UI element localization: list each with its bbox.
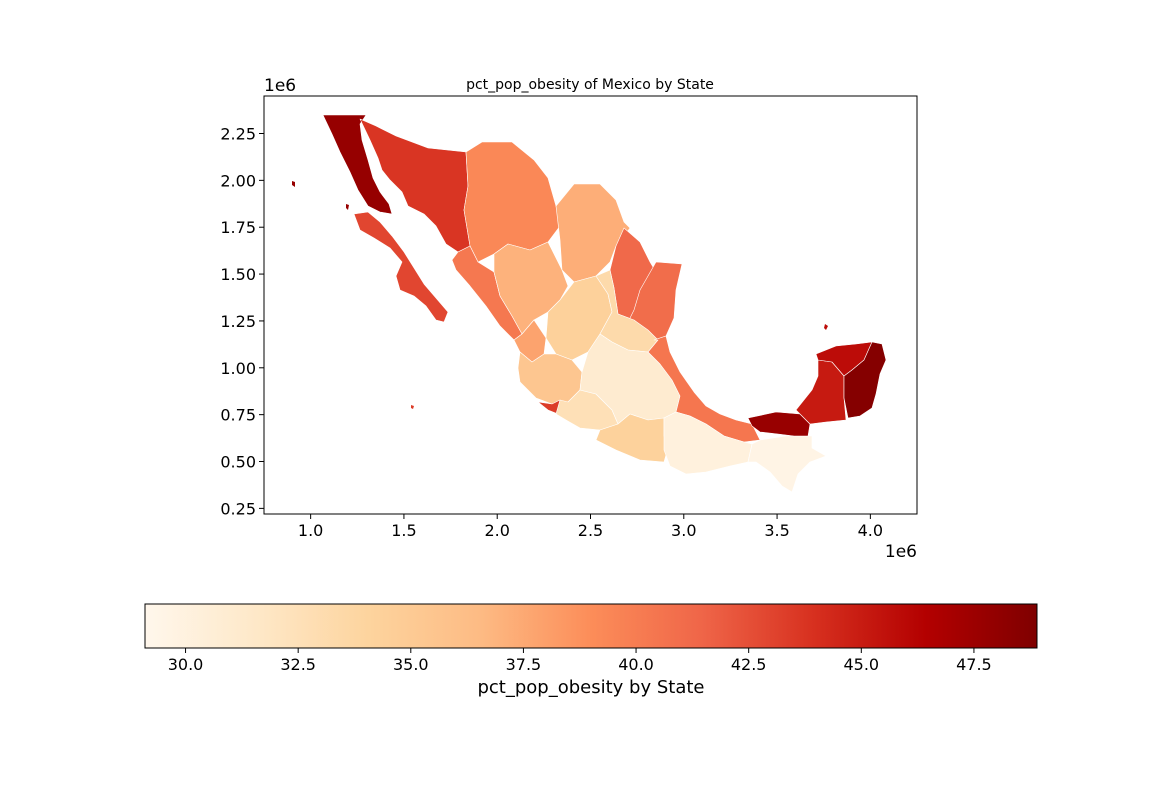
island-0 <box>292 181 295 187</box>
y-tick-label: 0.75 <box>220 406 256 425</box>
colorbar-tick-label: 37.5 <box>506 655 542 674</box>
y-tick-label: 2.25 <box>220 124 256 143</box>
colorbar-ticks: 30.0 32.5 35.0 37.5 40.0 42.5 45.0 47.5 <box>168 648 992 674</box>
colorbar-tick-label: 40.0 <box>618 655 654 674</box>
y-tick-label: 1.25 <box>220 312 256 331</box>
x-tick-label: 3.0 <box>671 521 696 540</box>
region-chiapas <box>747 435 827 493</box>
map-title: pct_pop_obesity of Mexico by State <box>466 77 714 93</box>
colorbar-tick-label: 47.5 <box>956 655 992 674</box>
region-baja-california <box>322 114 393 215</box>
y-axis: 0.25 0.50 0.75 1.00 1.25 1.50 1.75 2.00 2.25 <box>220 124 264 518</box>
island-1 <box>346 204 349 210</box>
x-tick-label: 2.0 <box>484 521 509 540</box>
y-tick-label: 1.75 <box>220 218 256 237</box>
y-tick-label: 2.00 <box>220 171 256 190</box>
colorbar-tick-label: 30.0 <box>168 655 204 674</box>
x-tick-label: 1.5 <box>391 521 416 540</box>
colorbar-label: pct_pop_obesity by State <box>477 677 704 698</box>
y-axis-offset-label: 1e6 <box>264 76 296 96</box>
region-sonora <box>359 118 471 253</box>
region-quintana-roo <box>843 341 887 419</box>
colorbar-tick-label: 42.5 <box>731 655 767 674</box>
colorbar-tick-label: 45.0 <box>843 655 879 674</box>
region-baja-california-sur <box>353 211 449 323</box>
island-2 <box>824 324 828 330</box>
x-axis-offset-label: 1e6 <box>885 542 917 562</box>
colorbar-tick-label: 35.0 <box>393 655 429 674</box>
island-3 <box>411 405 414 409</box>
y-tick-label: 1.50 <box>220 265 256 284</box>
colorbar <box>144 603 1038 649</box>
y-tick-label: 0.50 <box>220 453 256 472</box>
y-tick-label: 0.25 <box>220 499 256 518</box>
y-tick-label: 1.00 <box>220 359 256 378</box>
colorbar-tick-label: 32.5 <box>280 655 316 674</box>
map-regions <box>292 114 887 493</box>
x-tick-label: 2.5 <box>578 521 603 540</box>
x-tick-label: 3.5 <box>764 521 789 540</box>
x-tick-label: 4.0 <box>858 521 883 540</box>
x-axis: 1.0 1.5 2.0 2.5 3.0 3.5 4.0 <box>298 514 883 540</box>
region-tabasco <box>747 411 811 437</box>
x-tick-label: 1.0 <box>298 521 323 540</box>
